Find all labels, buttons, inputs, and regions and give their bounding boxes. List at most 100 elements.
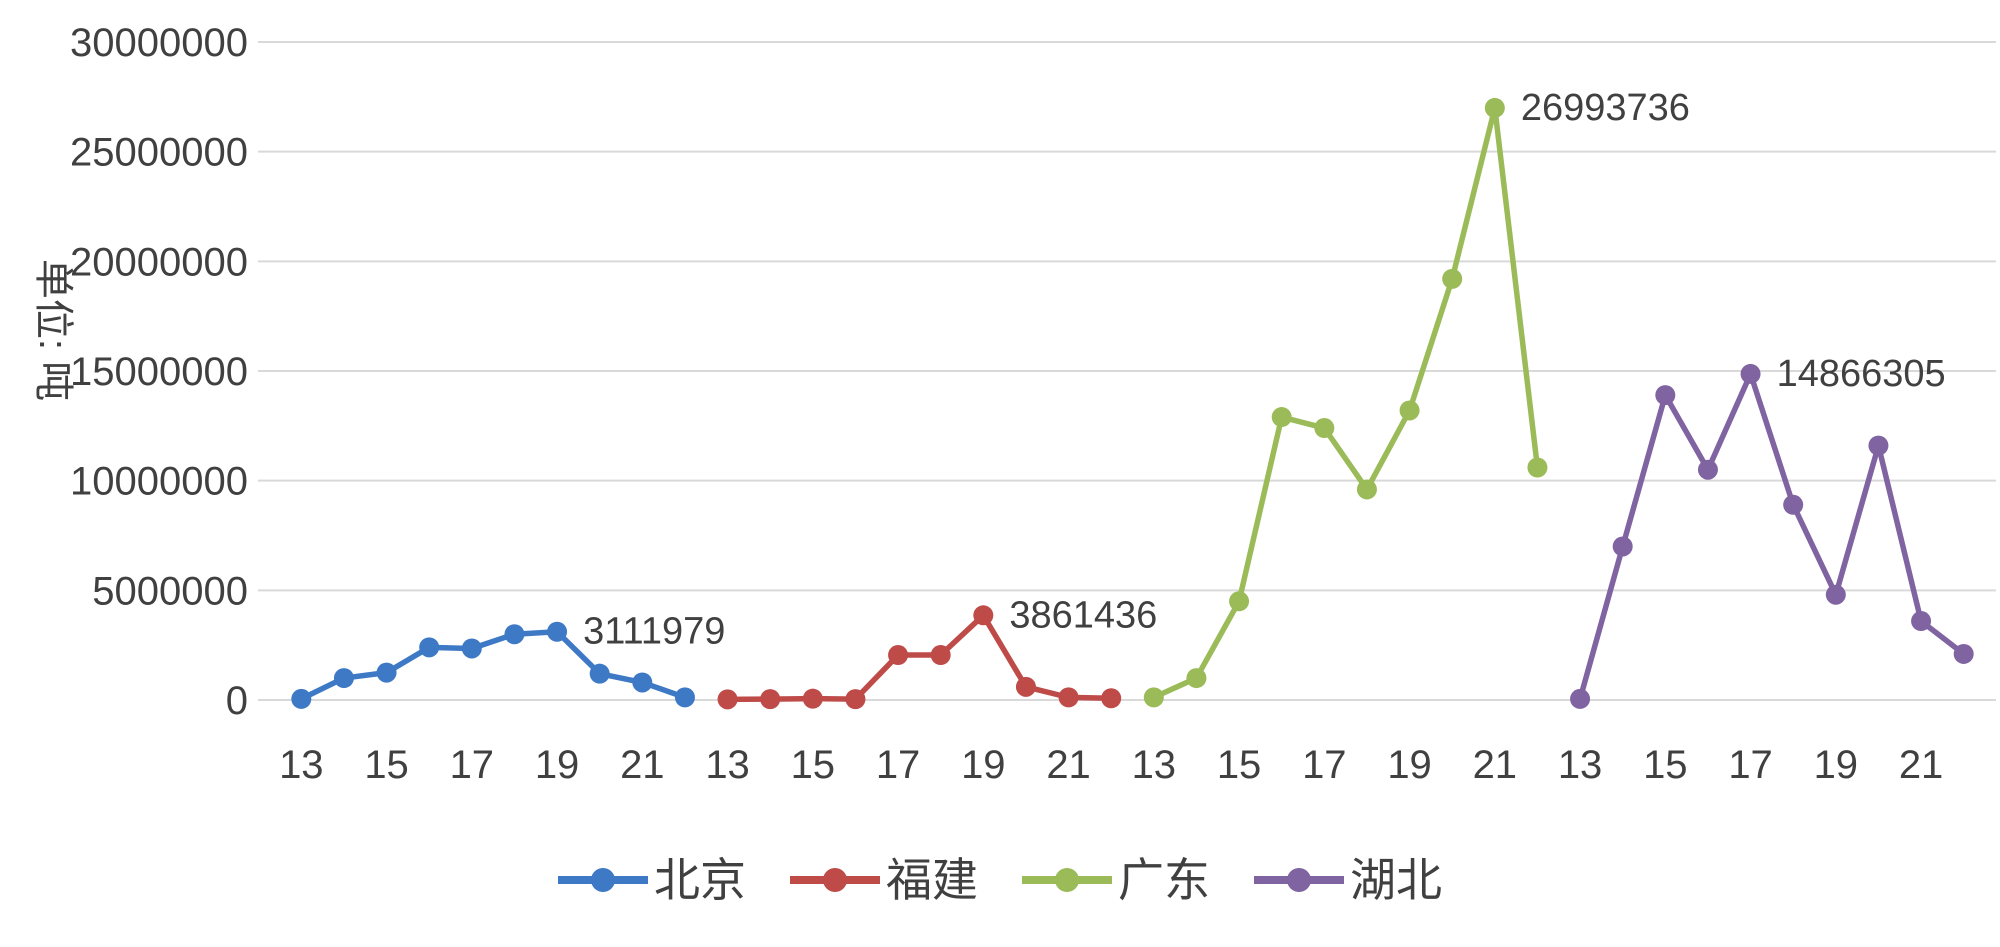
data-point-marker: [376, 662, 397, 683]
data-point-marker: [632, 672, 653, 693]
data-point-marker: [1229, 591, 1250, 612]
x-tick-label: 19: [961, 743, 1006, 787]
data-label: 3111979: [583, 611, 725, 653]
data-point-marker: [1570, 688, 1591, 709]
data-point-marker: [1442, 268, 1463, 289]
x-axis-labels: 13 15 17 19 21 13 15 17 19 21 13 15 17 19 21 13 15 17 19 21: [279, 743, 1943, 787]
series-layer: [291, 97, 1974, 710]
data-point-marker: [973, 605, 994, 626]
legend-item: 广东: [1022, 854, 1210, 906]
data-point-marker: [1740, 363, 1761, 384]
data-point-marker: [1868, 435, 1889, 456]
data-point-marker: [1015, 676, 1036, 697]
data-point-marker: [461, 638, 482, 659]
data-point-marker: [1697, 459, 1718, 480]
x-tick-label: 17: [1728, 743, 1773, 787]
legend-marker-icon: [1055, 868, 1079, 892]
data-point-marker: [291, 688, 312, 709]
x-tick-label: 13: [1132, 743, 1177, 787]
data-point-marker: [547, 621, 568, 642]
data-point-marker: [589, 663, 610, 684]
data-point-marker: [1612, 536, 1633, 557]
x-tick-label: 15: [1643, 743, 1688, 787]
data-point-marker: [1399, 400, 1420, 421]
legend-item: 湖北: [1254, 854, 1442, 906]
legend: 北京 福建 广东 湖北: [558, 854, 1442, 906]
data-point-marker: [1186, 668, 1207, 689]
legend-label: 广东: [1118, 854, 1210, 906]
legend-marker-icon: [591, 868, 615, 892]
x-tick-label: 13: [1558, 743, 1603, 787]
data-point-marker: [1101, 688, 1122, 709]
series-line: [724, 612, 1114, 703]
data-label: 14866305: [1777, 353, 1946, 395]
x-tick-label: 15: [791, 743, 836, 787]
data-point-marker: [504, 624, 525, 645]
x-tick-label: 15: [1217, 743, 1262, 787]
data-point-marker: [717, 689, 738, 710]
legend-label: 北京: [654, 854, 746, 906]
legend-marker-icon: [1287, 868, 1311, 892]
data-point-marker: [1527, 457, 1548, 478]
y-axis-title: 单位: 吨: [31, 259, 75, 401]
legend-label: 福建: [886, 854, 978, 906]
y-tick-label: 0: [226, 679, 248, 723]
gridlines: [258, 41, 1996, 701]
x-tick-label: 17: [1302, 743, 1347, 787]
data-point-marker: [845, 689, 866, 710]
data-point-marker: [888, 645, 909, 666]
data-point-marker: [802, 688, 823, 709]
series-福建: [717, 605, 1122, 710]
x-tick-label: 13: [705, 743, 750, 787]
data-point-marker: [1655, 385, 1676, 406]
x-tick-label: 13: [279, 743, 324, 787]
data-point-marker: [1058, 687, 1079, 708]
data-label: 26993736: [1521, 87, 1690, 129]
y-tick-label: 5000000: [92, 569, 248, 613]
data-point-marker: [1953, 643, 1974, 664]
legend-item: 福建: [790, 854, 978, 906]
y-tick-label: 20000000: [70, 240, 248, 284]
data-point-marker: [419, 637, 440, 658]
x-tick-label: 21: [1473, 743, 1518, 787]
legend-item: 北京: [558, 854, 746, 906]
series-line: [1577, 371, 1967, 702]
data-point-marker: [1356, 479, 1377, 500]
series-湖北: [1570, 363, 1974, 709]
x-tick-label: 19: [1387, 743, 1432, 787]
x-tick-label: 21: [620, 743, 665, 787]
data-point-marker: [333, 668, 354, 689]
data-point-marker: [930, 645, 951, 666]
data-point-marker: [1825, 584, 1846, 605]
x-tick-label: 21: [1046, 743, 1091, 787]
data-point-marker: [674, 687, 695, 708]
series-北京: [291, 621, 695, 709]
legend-marker-icon: [823, 868, 847, 892]
x-tick-label: 19: [1814, 743, 1859, 787]
series-广东: [1143, 97, 1548, 708]
series-line: [1151, 105, 1541, 701]
y-axis-labels: 0 5000000 10000000 15000000 20000000 25000000…: [70, 21, 248, 723]
x-tick-label: 17: [450, 743, 495, 787]
x-tick-label: 21: [1899, 743, 1944, 787]
data-point-marker: [1271, 407, 1292, 428]
y-tick-label: 10000000: [70, 460, 248, 504]
y-tick-label: 25000000: [70, 131, 248, 175]
annotations: 3111979 3861436 26993736 14866305: [583, 87, 1946, 653]
legend-label: 湖北: [1350, 854, 1442, 906]
y-tick-label: 15000000: [70, 350, 248, 394]
y-tick-label: 30000000: [70, 21, 248, 65]
data-point-marker: [1143, 687, 1164, 708]
series-line: [298, 628, 688, 702]
x-tick-label: 19: [535, 743, 580, 787]
data-point-marker: [1783, 494, 1804, 515]
data-point-marker: [760, 689, 781, 710]
data-point-marker: [1911, 611, 1932, 632]
data-label: 3861436: [1009, 594, 1157, 636]
x-tick-label: 17: [876, 743, 921, 787]
data-point-marker: [1484, 97, 1505, 118]
x-tick-label: 15: [364, 743, 409, 787]
data-point-marker: [1314, 418, 1335, 439]
